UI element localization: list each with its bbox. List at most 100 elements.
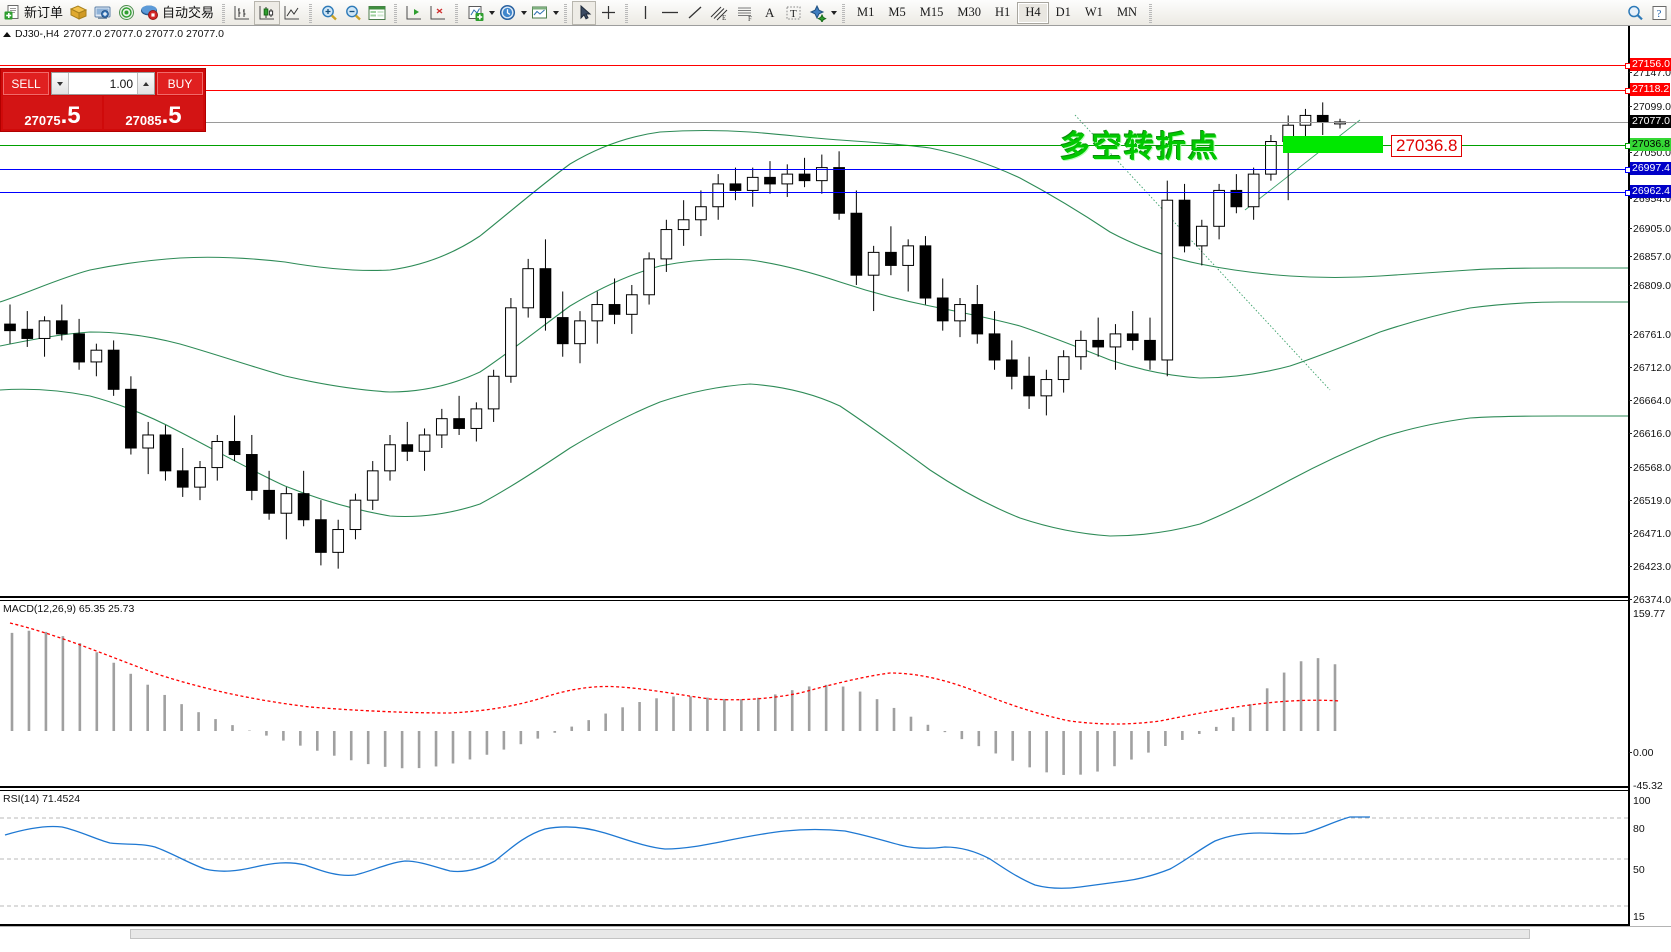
shapes-button[interactable] xyxy=(805,1,829,25)
volume-decrement-button[interactable] xyxy=(52,73,69,94)
auto-trading-button[interactable]: 自动交易 xyxy=(138,1,217,25)
timeframe-d1[interactable]: D1 xyxy=(1055,5,1071,19)
timeframe-h4[interactable]: H4 xyxy=(1017,1,1049,24)
signals-button[interactable] xyxy=(114,1,138,25)
new-order-icon xyxy=(4,5,19,20)
period-caret-icon[interactable] xyxy=(521,10,528,15)
fibonacci-button[interactable]: F xyxy=(733,1,757,25)
template-icon xyxy=(531,6,547,18)
timeframe-m1[interactable]: M1 xyxy=(857,5,875,19)
price-plot xyxy=(0,102,1628,569)
price-badge-pivot-27036[interactable]: 27036.8 xyxy=(1630,138,1671,151)
price-axis[interactable]: 27147.0 27099.0 27050.0 26954.0 26905.0 … xyxy=(1628,26,1671,942)
horizontal-scrollbar-thumb[interactable] xyxy=(130,929,1530,939)
search-button[interactable] xyxy=(1623,1,1647,25)
svg-text:E: E xyxy=(722,14,726,22)
macd-plot xyxy=(9,622,1341,775)
one-click-trading-panel[interactable]: SELL 1.00 BUY 27075 .5 27085 .5 xyxy=(0,68,206,132)
trendline-icon xyxy=(688,6,701,19)
resistance-line-27156[interactable] xyxy=(0,63,1631,69)
new-order-label: 新订单 xyxy=(24,5,64,20)
text-label-button[interactable]: T xyxy=(781,1,805,25)
price-badge-current-27077[interactable]: 27077.0 xyxy=(1630,115,1671,128)
crosshair-tool-button[interactable] xyxy=(596,1,620,25)
price-tick: 26954.0 xyxy=(1629,193,1671,205)
zoom-out-button[interactable] xyxy=(341,1,365,25)
shapes-caret-icon[interactable] xyxy=(831,10,838,15)
timeframe-mn[interactable]: MN xyxy=(1116,5,1138,19)
terminal-button[interactable] xyxy=(90,1,114,25)
timeframe-w1[interactable]: W1 xyxy=(1084,5,1103,19)
sell-button[interactable]: SELL xyxy=(3,72,49,95)
price-tick: 26905.0 xyxy=(1629,223,1671,235)
support-line-26997[interactable] xyxy=(0,167,1631,173)
equidistant-channel-button[interactable]: E xyxy=(707,1,733,25)
price-tick: 26664.0 xyxy=(1629,395,1671,407)
price-badge-resistance-27118[interactable]: 27118.2 xyxy=(1630,83,1671,96)
green-zone-rectangle[interactable] xyxy=(1283,136,1383,153)
price-tick: 26857.0 xyxy=(1629,251,1671,263)
clock-icon xyxy=(499,4,515,20)
add-indicator-button[interactable] xyxy=(463,1,487,25)
toolbar-separator xyxy=(840,2,848,23)
chart-shift-icon xyxy=(406,5,422,19)
data-folder-button[interactable] xyxy=(66,1,90,25)
zoom-in-button[interactable] xyxy=(317,1,341,25)
text-tool-button[interactable]: A xyxy=(757,1,781,25)
chevron-down-icon xyxy=(57,81,63,86)
pivot-line-27036[interactable] xyxy=(0,143,1631,149)
price-tick: 26519.0 xyxy=(1629,495,1671,507)
help-button[interactable]: ? xyxy=(1647,1,1671,25)
buy-price[interactable]: 27085 .5 xyxy=(104,96,203,129)
bar-chart-icon xyxy=(234,5,250,19)
period-button[interactable] xyxy=(495,1,519,25)
vertical-line-button[interactable] xyxy=(633,1,657,25)
price-badge-support-26962[interactable]: 26962.4 xyxy=(1630,185,1671,198)
help-icon: ? xyxy=(1652,5,1666,20)
chart-annotation-text[interactable]: 多空转折点 xyxy=(1060,130,1220,165)
resistance-line-27118[interactable] xyxy=(0,88,1631,94)
price-callout-label[interactable]: 27036.8 xyxy=(1391,135,1463,157)
chart-shift-button[interactable] xyxy=(402,1,426,25)
bar-chart-button[interactable] xyxy=(230,1,254,25)
main-toolbar: 新订单 自动交易 xyxy=(0,0,1671,26)
templates-button[interactable] xyxy=(527,1,551,25)
candlestick-chart-button[interactable] xyxy=(254,0,281,25)
svg-text:T: T xyxy=(790,8,797,20)
trendline-button[interactable] xyxy=(683,1,707,25)
bottom-scroll-strip[interactable] xyxy=(0,926,1671,952)
line-chart-button[interactable] xyxy=(280,1,304,25)
new-order-button[interactable]: 新订单 xyxy=(2,1,66,25)
price-pane[interactable]: 多空转折点 27036.8 xyxy=(0,60,1631,598)
macd-pane[interactable] xyxy=(0,600,1628,788)
search-icon xyxy=(1627,5,1643,20)
templates-caret-icon[interactable] xyxy=(553,10,560,15)
support-line-26962[interactable] xyxy=(0,190,1631,196)
rsi-pane[interactable] xyxy=(0,790,1628,926)
data-window-button[interactable] xyxy=(365,1,389,25)
collapse-triangle-icon[interactable] xyxy=(3,31,11,37)
price-badge-resistance-27156[interactable]: 27156.0 xyxy=(1630,58,1671,71)
horizontal-line-button[interactable] xyxy=(657,1,683,25)
volume-value[interactable]: 1.00 xyxy=(109,76,133,91)
text-icon: A xyxy=(765,5,775,20)
volume-stepper[interactable]: 1.00 xyxy=(51,72,155,95)
toolbar-separator xyxy=(562,2,570,23)
buy-price-decimal: .5 xyxy=(161,102,182,130)
auto-scroll-button[interactable] xyxy=(426,1,450,25)
price-tick: 27050.0 xyxy=(1629,147,1671,159)
sell-price[interactable]: 27075 .5 xyxy=(3,96,102,129)
add-indicator-caret-icon[interactable] xyxy=(489,10,496,15)
auto-scroll-icon xyxy=(430,5,446,19)
volume-increment-button[interactable] xyxy=(137,73,154,94)
timeframe-m30[interactable]: M30 xyxy=(957,5,982,19)
timeframe-m15[interactable]: M15 xyxy=(919,5,944,19)
macd-label: MACD(12,26,9) 65.35 25.73 xyxy=(3,603,135,615)
timeframe-h1[interactable]: H1 xyxy=(995,5,1011,19)
chart-container[interactable]: DJ30-,H4 27077.0 27077.0 27077.0 27077.0 xyxy=(0,26,1671,952)
cursor-tool-button[interactable] xyxy=(572,0,597,25)
price-badge-support-26997[interactable]: 26997.4 xyxy=(1630,162,1671,175)
timeframe-m5[interactable]: M5 xyxy=(888,5,906,19)
svg-text:?: ? xyxy=(1656,8,1661,20)
buy-button[interactable]: BUY xyxy=(157,72,203,95)
